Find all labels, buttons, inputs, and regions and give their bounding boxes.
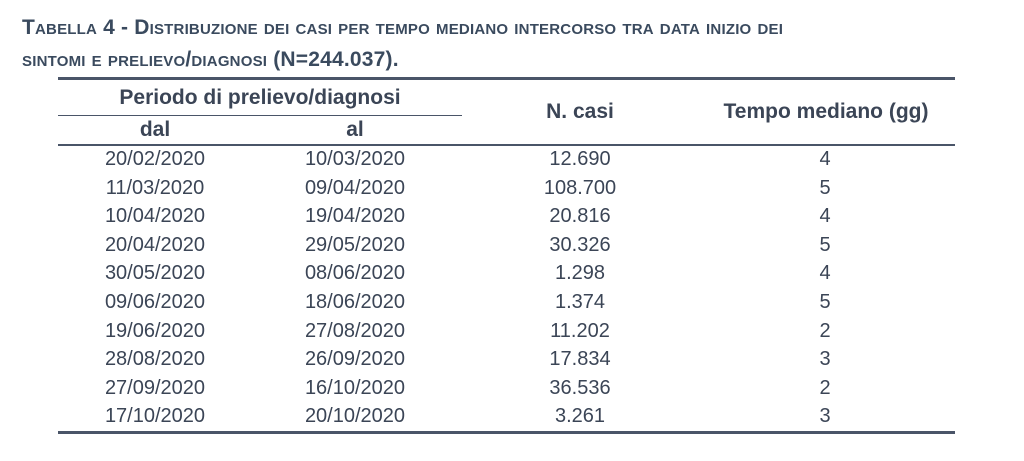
table-row: 30/05/2020 08/06/2020 1.298 4 xyxy=(0,262,1024,290)
cell-median: 4 xyxy=(819,205,831,228)
cell-cases: 1.374 xyxy=(554,291,606,313)
table-row: 19/06/2020 27/08/2020 11.202 2 xyxy=(0,320,1024,348)
cell-median: 4 xyxy=(819,148,831,170)
table-row: 28/08/2020 26/09/2020 17.834 3 xyxy=(0,348,1024,376)
header-rule xyxy=(58,144,955,146)
cell-median: 5 xyxy=(819,176,831,199)
cell-to: 20/10/2020 xyxy=(304,405,406,428)
cell-median: 3 xyxy=(819,405,831,428)
cell-from: 19/06/2020 xyxy=(104,319,206,342)
cell-to: 18/06/2020 xyxy=(304,291,406,313)
cell-from: 20/02/2020 xyxy=(104,148,206,170)
cell-from: 27/09/2020 xyxy=(104,376,206,399)
table-row: 17/10/2020 20/10/2020 3.261 3 xyxy=(0,405,1024,433)
cell-to: 19/04/2020 xyxy=(304,205,406,228)
header-to: al xyxy=(346,118,364,141)
cell-median: 2 xyxy=(819,319,831,342)
cell-to: 10/03/2020 xyxy=(304,148,406,170)
table-row: 20/04/2020 29/05/2020 30.326 5 xyxy=(0,234,1024,262)
cell-from: 30/05/2020 xyxy=(104,262,206,285)
table-caption-line-1: Tabella 4 - Distribuzione dei casi per t… xyxy=(22,16,784,39)
cell-cases: 17.834 xyxy=(549,348,611,371)
cell-from: 20/04/2020 xyxy=(104,233,206,256)
bottom-rule xyxy=(58,431,955,434)
cell-to: 29/05/2020 xyxy=(304,233,406,256)
cell-cases: 20.816 xyxy=(549,205,611,228)
table-caption-line-2: sintomi e prelievo/diagnosi (N=244.037). xyxy=(22,48,399,71)
table-row: 20/02/2020 10/03/2020 12.690 4 xyxy=(0,148,1024,176)
cell-cases: 30.326 xyxy=(549,233,611,256)
table-row: 27/09/2020 16/10/2020 36.536 2 xyxy=(0,377,1024,405)
top-rule xyxy=(58,77,955,80)
cell-to: 26/09/2020 xyxy=(304,348,406,371)
cell-median: 2 xyxy=(819,376,831,399)
cell-cases: 12.690 xyxy=(549,148,611,170)
cell-from: 28/08/2020 xyxy=(104,348,206,371)
cell-cases: 108.700 xyxy=(543,176,617,199)
cell-median: 5 xyxy=(819,291,831,313)
cell-to: 08/06/2020 xyxy=(304,262,406,285)
cell-to: 16/10/2020 xyxy=(304,376,406,399)
header-cases: N. casi xyxy=(546,100,614,123)
cell-from: 11/03/2020 xyxy=(105,176,205,199)
header-from: dal xyxy=(139,118,171,141)
table-row: 11/03/2020 09/04/2020 108.700 5 xyxy=(0,177,1024,205)
cell-cases: 36.536 xyxy=(549,376,611,399)
table-row: 09/06/2020 18/06/2020 1.374 5 xyxy=(0,291,1024,319)
cell-median: 3 xyxy=(819,348,831,371)
cell-from: 17/10/2020 xyxy=(104,405,206,428)
header-median: Tempo mediano (gg) xyxy=(723,100,929,123)
cell-from: 09/06/2020 xyxy=(104,291,206,313)
cell-cases: 11.202 xyxy=(550,319,610,342)
period-underline xyxy=(58,115,462,116)
table-row: 10/04/2020 19/04/2020 20.816 4 xyxy=(0,205,1024,233)
cell-cases: 3.261 xyxy=(554,405,606,428)
cell-to: 27/08/2020 xyxy=(304,319,406,342)
cell-cases: 1.298 xyxy=(554,262,606,285)
header-period: Periodo di prelievo/diagnosi xyxy=(119,86,401,109)
cell-from: 10/04/2020 xyxy=(104,205,206,228)
cell-median: 4 xyxy=(819,262,831,285)
cell-to: 09/04/2020 xyxy=(304,176,406,199)
cell-median: 5 xyxy=(819,233,831,256)
